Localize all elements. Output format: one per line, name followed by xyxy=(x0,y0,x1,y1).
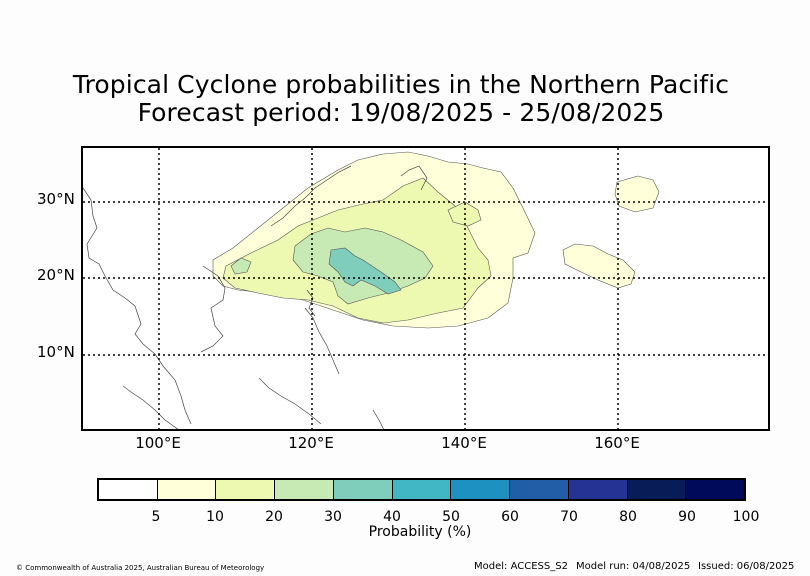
colorbar-tick-50: 50 xyxy=(442,509,460,525)
colorbar-tick-80: 80 xyxy=(619,509,637,525)
probability-colorbar xyxy=(97,478,746,501)
chart-title-line2: Forecast period: 19/08/2025 - 25/08/2025 xyxy=(137,98,665,127)
prob-region-30-40 xyxy=(328,247,402,295)
colorbar-tick-30: 30 xyxy=(324,509,342,525)
colorbar-label: Probability (%) xyxy=(368,524,472,540)
colorbar-cell-2 xyxy=(216,480,276,499)
colorbar-cell-5 xyxy=(392,480,452,499)
lat-label-20n: 20°N xyxy=(37,266,75,284)
colorbar-cell-7 xyxy=(510,480,569,499)
colorbar-cell-3 xyxy=(275,480,334,499)
chart-title-line1: Tropical Cyclone probabilities in the No… xyxy=(72,70,730,99)
colorbar-cell-6 xyxy=(451,480,511,499)
colorbar-cell-8 xyxy=(568,480,628,499)
map-canvas xyxy=(83,148,768,429)
model-run-date: Model run: 04/08/2025 xyxy=(576,561,691,572)
issued-date: Issued: 06/08/2025 xyxy=(698,561,795,572)
colorbar-tick-90: 90 xyxy=(678,509,696,525)
lon-label-100e: 100°E xyxy=(135,434,181,452)
colorbar-tick-100: 100 xyxy=(732,509,760,525)
colorbar-tick-40: 40 xyxy=(383,509,401,525)
model-name: Model: ACCESS_S2 xyxy=(474,561,568,572)
colorbar-cell-10 xyxy=(686,480,745,499)
lat-label-30n: 30°N xyxy=(37,190,75,208)
colorbar-tick-70: 70 xyxy=(560,509,578,525)
colorbar-cell-0 xyxy=(99,480,158,499)
coastlines xyxy=(83,165,428,429)
lon-label-160e: 160°E xyxy=(594,434,640,452)
colorbar-cell-1 xyxy=(157,480,217,499)
copyright-notice: © Commonwealth of Australia 2025, Austra… xyxy=(16,564,265,572)
lat-label-10n: 10°N xyxy=(37,343,75,361)
colorbar-tick-60: 60 xyxy=(501,509,519,525)
colorbar-tick-20: 20 xyxy=(265,509,283,525)
lon-label-120e: 120°E xyxy=(288,434,334,452)
colorbar-cell-9 xyxy=(627,480,687,499)
colorbar-cell-4 xyxy=(333,480,393,499)
probability-map xyxy=(81,146,770,431)
lon-label-140e: 140°E xyxy=(441,434,487,452)
colorbar-tick-10: 10 xyxy=(206,509,224,525)
colorbar-tick-5: 5 xyxy=(151,509,161,525)
